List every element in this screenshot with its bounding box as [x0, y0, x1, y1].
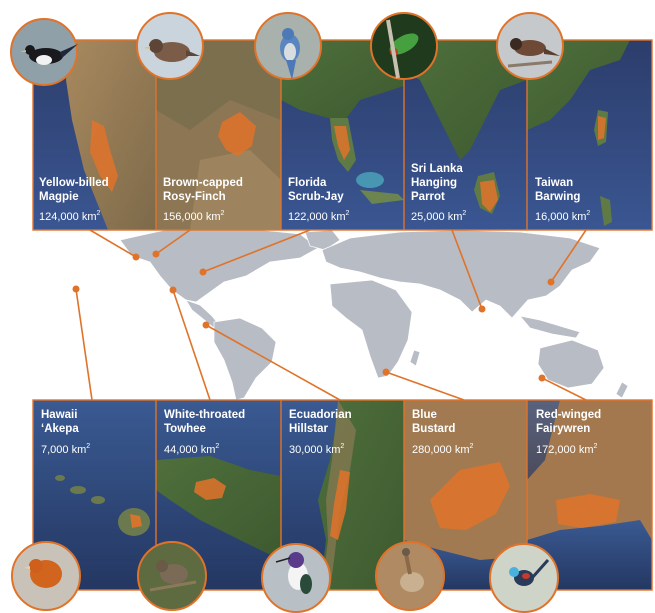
label-area-b0: 7,000 km2 — [41, 443, 90, 456]
hillstar-icon — [261, 543, 331, 613]
range-rosy-finch — [218, 112, 256, 156]
label-area-b2: 30,000 km2 — [289, 443, 344, 456]
label-area-2: 122,000 km2 — [288, 210, 349, 223]
range-blue-bustard — [430, 462, 510, 530]
label-name-4: Taiwan Barwing — [535, 177, 580, 203]
connector-lines — [75, 229, 587, 401]
range-fairywren — [556, 494, 620, 528]
range-hillstar — [330, 470, 350, 540]
label-area-3: 25,000 km2 — [411, 210, 466, 223]
range-hawaii-akepa — [130, 514, 142, 528]
towhee-icon — [137, 541, 207, 611]
europe-asia-shape — [321, 229, 601, 319]
dot-hillstar — [202, 321, 210, 329]
label-name-b4: Red-winged Fairywren — [536, 409, 604, 435]
label-area-b1: 44,000 km2 — [164, 443, 219, 456]
panel-hawaii-akepa — [33, 400, 156, 590]
africa-shape — [329, 279, 413, 379]
top-labels: Yellow-billed Magpie 124,000 km2 Brown-c… — [39, 163, 590, 223]
akepa-icon — [11, 541, 81, 611]
rosy-finch-icon — [136, 12, 204, 80]
dot-hanging-parrot — [478, 305, 486, 313]
magpie-icon — [10, 18, 78, 86]
dot-hawaii-akepa — [72, 285, 80, 293]
australia-shape — [537, 339, 605, 389]
world-map — [119, 227, 629, 401]
label-name-b3: Blue Bustard — [412, 409, 455, 435]
range-taiwan-barwing — [598, 116, 606, 140]
dot-yellow-billed-magpie — [132, 253, 140, 261]
bird-circles-bottom — [11, 541, 559, 613]
location-dots — [72, 250, 555, 382]
bustard-icon — [375, 541, 445, 611]
range-hanging-parrot — [480, 180, 498, 212]
bottom-labels: Hawaii ‘Akepa 7,000 km2 White-throated T… — [41, 409, 604, 456]
dot-scrub-jay — [199, 268, 207, 276]
label-name-b2: Ecuadorian Hillstar — [289, 409, 355, 435]
label-name-1: Brown-capped Rosy-Finch — [163, 177, 246, 203]
label-area-4: 16,000 km2 — [535, 210, 590, 223]
bird-circles-top — [10, 12, 564, 86]
hanging-parrot-icon — [370, 12, 438, 80]
dot-towhee — [169, 286, 177, 294]
label-area-b4: 172,000 km2 — [536, 443, 597, 456]
dot-taiwan-barwing — [547, 278, 555, 286]
dot-blue-bustard — [382, 368, 390, 376]
range-scrub-jay — [334, 126, 350, 160]
label-area-0: 124,000 km2 — [39, 210, 100, 223]
label-name-3: Sri Lanka Hanging Parrot — [411, 163, 466, 203]
label-name-b0: Hawaii ‘Akepa — [41, 409, 81, 435]
label-name-0: Yellow-billed Magpie — [39, 177, 112, 203]
madagascar-shape — [409, 349, 421, 367]
label-area-1: 156,000 km2 — [163, 210, 224, 223]
new-zealand-shape — [615, 381, 629, 399]
range-towhee — [194, 478, 226, 500]
southeast-asia-islands-shape — [519, 315, 581, 339]
scrub-jay-icon — [254, 12, 322, 80]
dot-rosy-finch — [152, 250, 160, 258]
label-name-2: Florida Scrub-Jay — [288, 177, 344, 203]
label-area-b3: 280,000 km2 — [412, 443, 473, 456]
dot-fairywren — [538, 374, 546, 382]
fairywren-icon — [489, 543, 559, 613]
range-yellow-billed-magpie — [90, 120, 118, 192]
barwing-icon — [496, 12, 564, 80]
label-name-b1: White-throated Towhee — [164, 409, 248, 435]
